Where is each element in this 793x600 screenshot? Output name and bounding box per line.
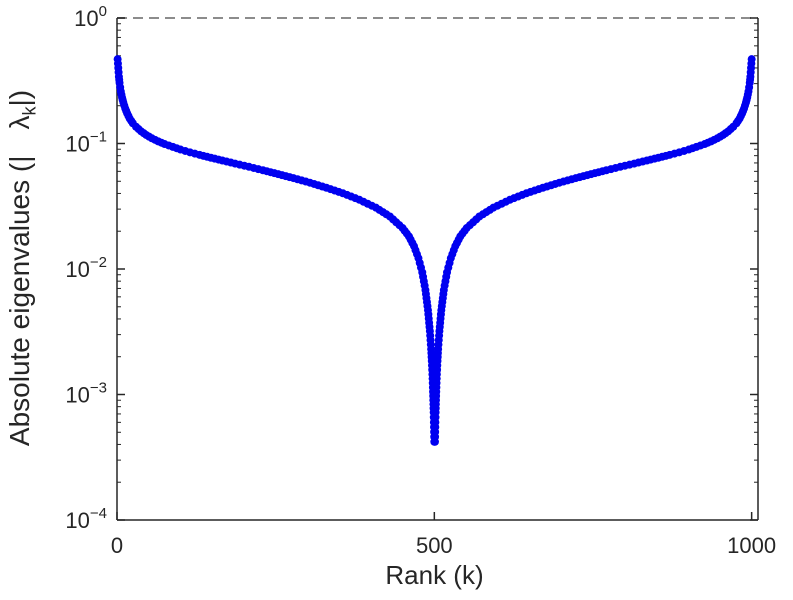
y-tick-label: 10−3 [65,380,107,408]
x-axis-label: Rank (k) [385,560,484,590]
y-axis-label: Absolute eigenvalues (| λk|) [0,0,40,538]
x-tick-label: 0 [111,533,123,558]
x-ticks: 0 500 1000 [111,512,776,558]
y-ticks: 100 10−1 10−2 10−3 10−4 [65,3,758,533]
y-minor-ticks [117,23,758,483]
x-tick-label: 1000 [727,533,776,558]
y-axis-label-suffix: |) [4,89,35,107]
lambda-symbol: λ [4,115,35,130]
y-tick-label: 100 [74,3,107,31]
data-points [113,55,756,446]
y-tick-label: 10−1 [65,129,107,157]
y-tick-label: 10−4 [65,505,107,533]
x-tick-label: 500 [416,533,453,558]
y-tick-label: 10−2 [65,254,107,282]
y-axis-label-text: Absolute eigenvalues (| [4,155,35,447]
lambda-subscript: k [19,106,40,116]
